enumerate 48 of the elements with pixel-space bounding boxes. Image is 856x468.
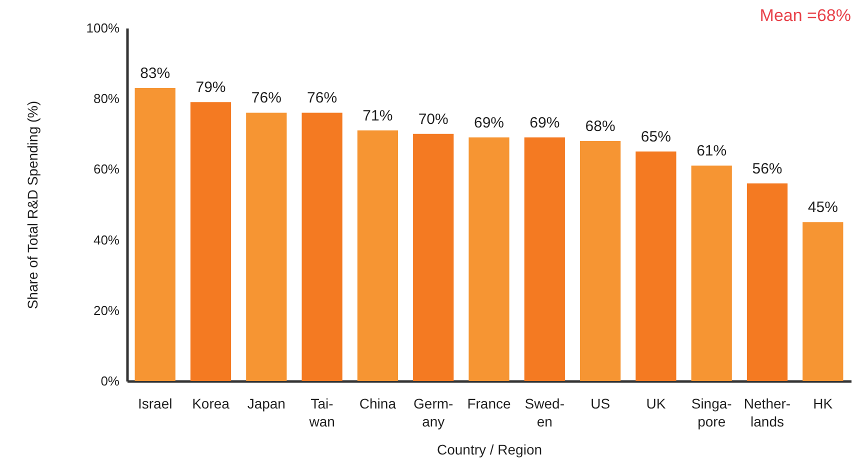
data-label: 61% [696, 142, 727, 160]
x-tick-label: Israel [138, 396, 172, 412]
bar [134, 88, 176, 381]
x-tick-label: US [590, 396, 610, 412]
data-label: 76% [251, 90, 282, 107]
bar [357, 130, 398, 381]
x-tick-label: Tai- wan [308, 396, 335, 430]
bar [580, 140, 621, 381]
y-tick-label: 20% [93, 302, 120, 318]
bar [302, 112, 342, 381]
y-tick-label: 80% [93, 91, 120, 106]
x-tick-label: Korea [192, 396, 230, 412]
bar [636, 152, 676, 381]
bar [468, 137, 510, 381]
bar [524, 137, 565, 381]
bar [691, 166, 732, 381]
bar [246, 112, 287, 381]
x-tick-label: Japan [247, 396, 286, 412]
data-label: 45% [808, 199, 838, 216]
data-label: 69% [530, 114, 560, 132]
x-tick-label: Nether- lands [744, 396, 791, 430]
data-label: 69% [474, 114, 504, 132]
y-axis-title: Share of Total R&D Spending (%) [24, 100, 40, 310]
x-axis-title: Country / Region [436, 442, 542, 458]
y-tick-label: 40% [93, 232, 120, 248]
x-tick-label: HK [813, 396, 834, 412]
bar [802, 222, 844, 381]
data-label: 83% [140, 65, 170, 82]
data-label: 68% [585, 118, 616, 135]
x-tick-label: China [359, 396, 396, 412]
x-tick-label: UK [646, 396, 666, 412]
y-tick-label: 60% [93, 162, 120, 177]
text: Mean =68% [760, 6, 851, 25]
bar [746, 183, 788, 381]
data-label: 79% [196, 79, 226, 96]
y-tick-label: 0% [100, 374, 120, 388]
bar [413, 134, 454, 381]
data-label: 70% [418, 110, 448, 128]
bar [190, 102, 232, 381]
x-tick-label: Singa- pore [691, 396, 732, 430]
x-tick-label: France [467, 396, 511, 412]
y-tick-label: 100% [86, 20, 120, 36]
data-label: 56% [752, 160, 782, 178]
data-label: 71% [362, 107, 393, 124]
data-label: 65% [640, 128, 671, 146]
x-tick-label: Germ- any [414, 396, 454, 430]
data-label: 76% [307, 90, 338, 107]
x-tick-label: Swed- en [524, 396, 565, 430]
